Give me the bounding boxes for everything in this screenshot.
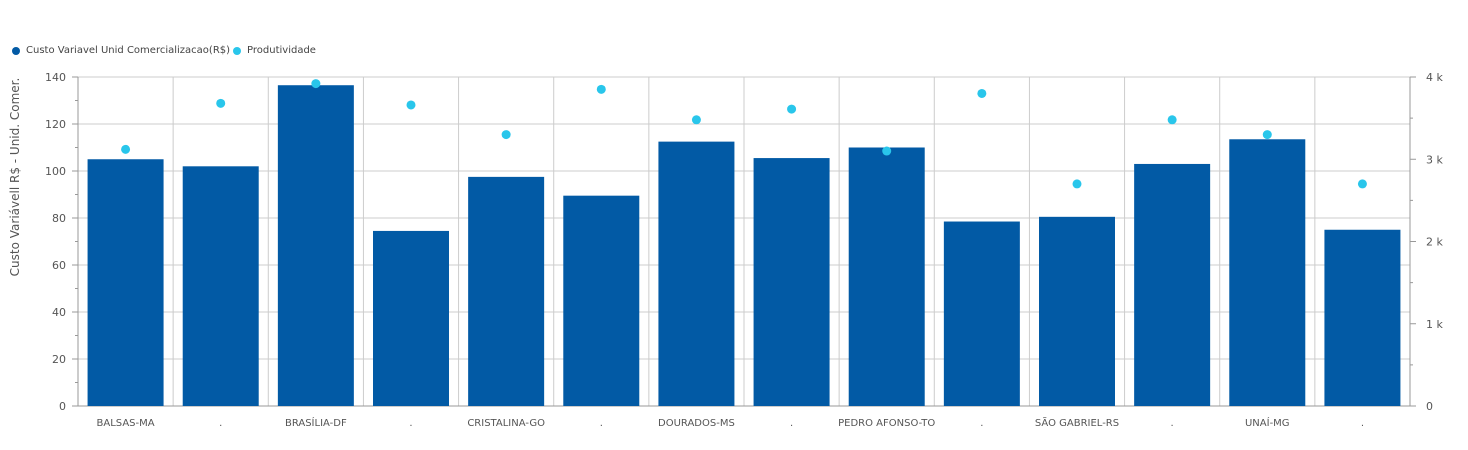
y2-tick-label: 1 k [1426, 318, 1443, 331]
y-tick-label: 20 [52, 353, 66, 366]
productivity-point [121, 144, 131, 154]
legend-productivity-label: Produtividade [247, 45, 316, 56]
legend-item-productivity[interactable]: Produtividade [233, 45, 316, 56]
x-tick-label: UNAÍ-MG [1245, 416, 1290, 429]
bar [1324, 229, 1401, 406]
chart-legend: Custo Variavel Unid Comercializacao(R$) … [12, 45, 319, 56]
x-tick-label: . [1361, 418, 1364, 429]
productivity-point [501, 130, 511, 140]
y2-tick-label: 4 k [1426, 71, 1443, 84]
bar [87, 159, 164, 406]
x-tick-label: . [219, 418, 222, 429]
x-tick-label: SÃO GABRIEL-RS [1035, 416, 1119, 429]
x-tick-label: PEDRO AFONSO-TO [838, 418, 935, 429]
productivity-point [1357, 179, 1367, 189]
bar [848, 147, 925, 406]
y2-tick-label: 3 k [1426, 153, 1443, 166]
legend-cost-label: Custo Variavel Unid Comercializacao(R$) [26, 45, 231, 56]
productivity-point [882, 146, 892, 156]
bar [182, 166, 259, 406]
x-tick-label: BRASÍLIA-DF [285, 416, 347, 429]
productivity-point [1262, 130, 1272, 140]
productivity-point [406, 100, 416, 110]
productivity-point [691, 115, 701, 125]
x-tick-label: . [790, 418, 793, 429]
y-tick-label: 80 [52, 212, 66, 225]
bar [1039, 216, 1115, 406]
x-tick-label: DOURADOS-MS [658, 418, 735, 429]
bar [277, 85, 354, 406]
x-tick-label: . [980, 418, 983, 429]
bar [943, 221, 1020, 406]
x-tick-label: . [409, 418, 412, 429]
productivity-point [1072, 179, 1082, 189]
bar [658, 141, 735, 406]
y-tick-label: 120 [45, 118, 66, 131]
bar [753, 158, 830, 406]
productivity-point [596, 84, 606, 94]
legend-cost-swatch [12, 46, 20, 55]
bar [373, 230, 449, 406]
legend-productivity-swatch [233, 46, 242, 55]
bar [1134, 163, 1211, 406]
y2-tick-label: 0 [1426, 400, 1433, 413]
x-tick-label: . [1171, 418, 1174, 429]
legend-item-cost[interactable]: Custo Variavel Unid Comercializacao(R$) [12, 45, 230, 56]
productivity-point [216, 98, 226, 108]
x-tick-label: . [600, 418, 603, 429]
productivity-point [311, 79, 321, 89]
x-tick-label: CRISTALINA-GO [467, 418, 545, 429]
y-tick-label: 0 [59, 400, 66, 413]
bar [1229, 139, 1306, 406]
productivity-point [977, 88, 987, 98]
y-tick-label: 40 [52, 306, 66, 319]
y2-tick-label: 2 k [1426, 236, 1443, 249]
productivity-point [1167, 115, 1177, 125]
x-tick-label: BALSAS-MA [97, 418, 155, 429]
y-tick-label: 140 [45, 71, 66, 84]
bar [563, 195, 640, 406]
bar [468, 176, 545, 406]
productivity-point [787, 104, 797, 114]
y-tick-label: 60 [52, 259, 66, 272]
y-tick-label: 100 [45, 165, 66, 178]
